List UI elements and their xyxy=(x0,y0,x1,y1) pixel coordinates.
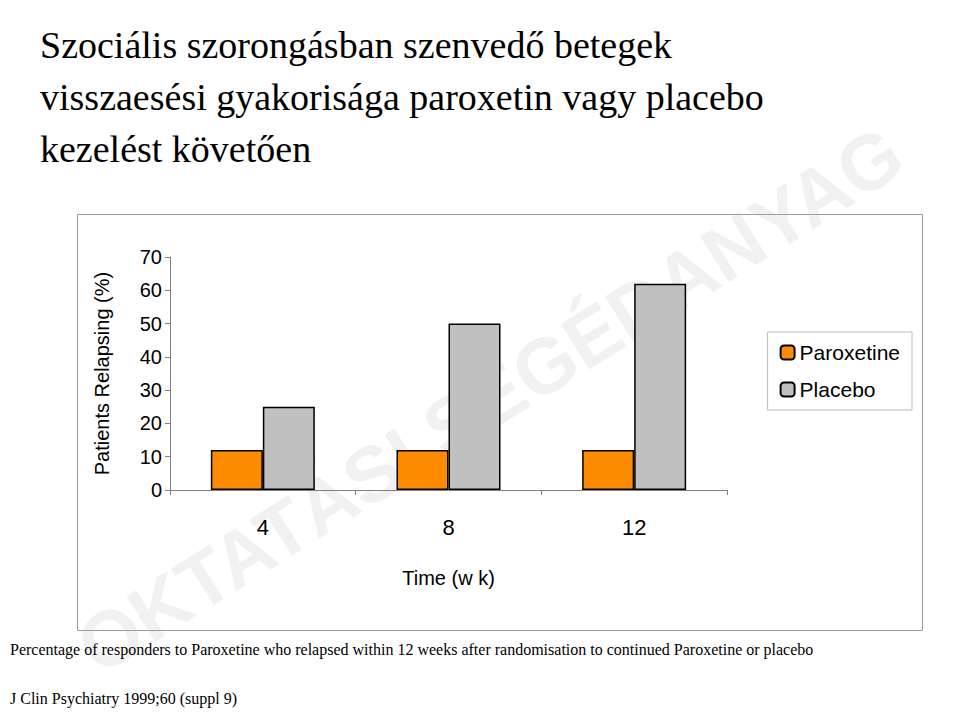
svg-text:50: 50 xyxy=(140,313,162,335)
svg-text:visszaesési gyakorisága paroxe: visszaesési gyakorisága paroxetin vagy p… xyxy=(40,76,773,118)
svg-text:Placebo: Placebo xyxy=(800,378,876,401)
svg-text:Time (w k): Time (w k) xyxy=(402,567,495,589)
svg-text:4: 4 xyxy=(257,515,269,540)
svg-text:30: 30 xyxy=(140,379,162,401)
svg-text:12: 12 xyxy=(622,515,646,540)
svg-text:OKTATÁSI SEGÉDANYAG: OKTATÁSI SEGÉDANYAG xyxy=(62,109,919,691)
svg-text:40: 40 xyxy=(140,346,162,368)
svg-text:Patients Relapsing (%): Patients Relapsing (%) xyxy=(91,272,113,475)
svg-text:Paroxetine: Paroxetine xyxy=(800,341,900,364)
svg-text:70: 70 xyxy=(140,246,162,268)
svg-text:0: 0 xyxy=(151,479,162,501)
svg-text:J Clin Psychiatry 1999;60 (sup: J Clin Psychiatry 1999;60 (suppl 9) xyxy=(10,690,237,708)
svg-text:20: 20 xyxy=(140,412,162,434)
svg-text:10: 10 xyxy=(140,446,162,468)
svg-text:kezelést követően: kezelést követően xyxy=(40,128,311,170)
svg-text:8: 8 xyxy=(442,515,454,540)
svg-text:60: 60 xyxy=(140,279,162,301)
svg-text:Percentage of responders to Pa: Percentage of responders to Paroxetine w… xyxy=(10,641,813,659)
svg-text:Szociális szorongásban szenved: Szociális szorongásban szenvedő betegek xyxy=(40,24,682,66)
